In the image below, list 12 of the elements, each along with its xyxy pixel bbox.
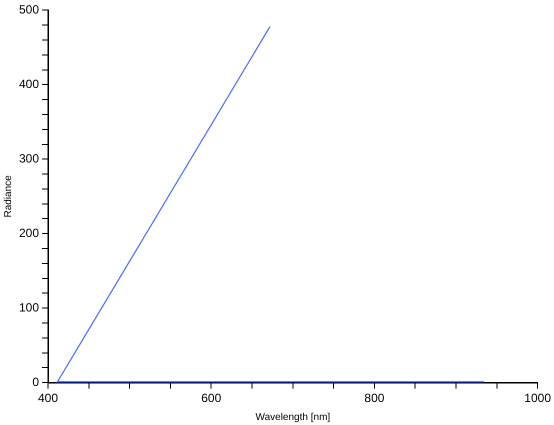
y-tick-label: 100 bbox=[18, 300, 40, 314]
y-tick-label: 500 bbox=[18, 2, 40, 17]
y-axis-title: Radiance bbox=[2, 174, 14, 218]
y-tick-label: 200 bbox=[18, 226, 40, 240]
y-tick-label: 0 bbox=[32, 374, 40, 389]
x-tick-label: 400 bbox=[38, 391, 58, 406]
y-tick-label: 400 bbox=[18, 76, 40, 91]
x-tick-label: 1000 bbox=[524, 391, 552, 406]
x-tick-label: 600 bbox=[201, 391, 222, 406]
x-tick-label: 800 bbox=[364, 391, 385, 406]
x-axis-title: Wavelength [nm] bbox=[256, 412, 330, 423]
y-tick-label: 300 bbox=[18, 151, 40, 166]
